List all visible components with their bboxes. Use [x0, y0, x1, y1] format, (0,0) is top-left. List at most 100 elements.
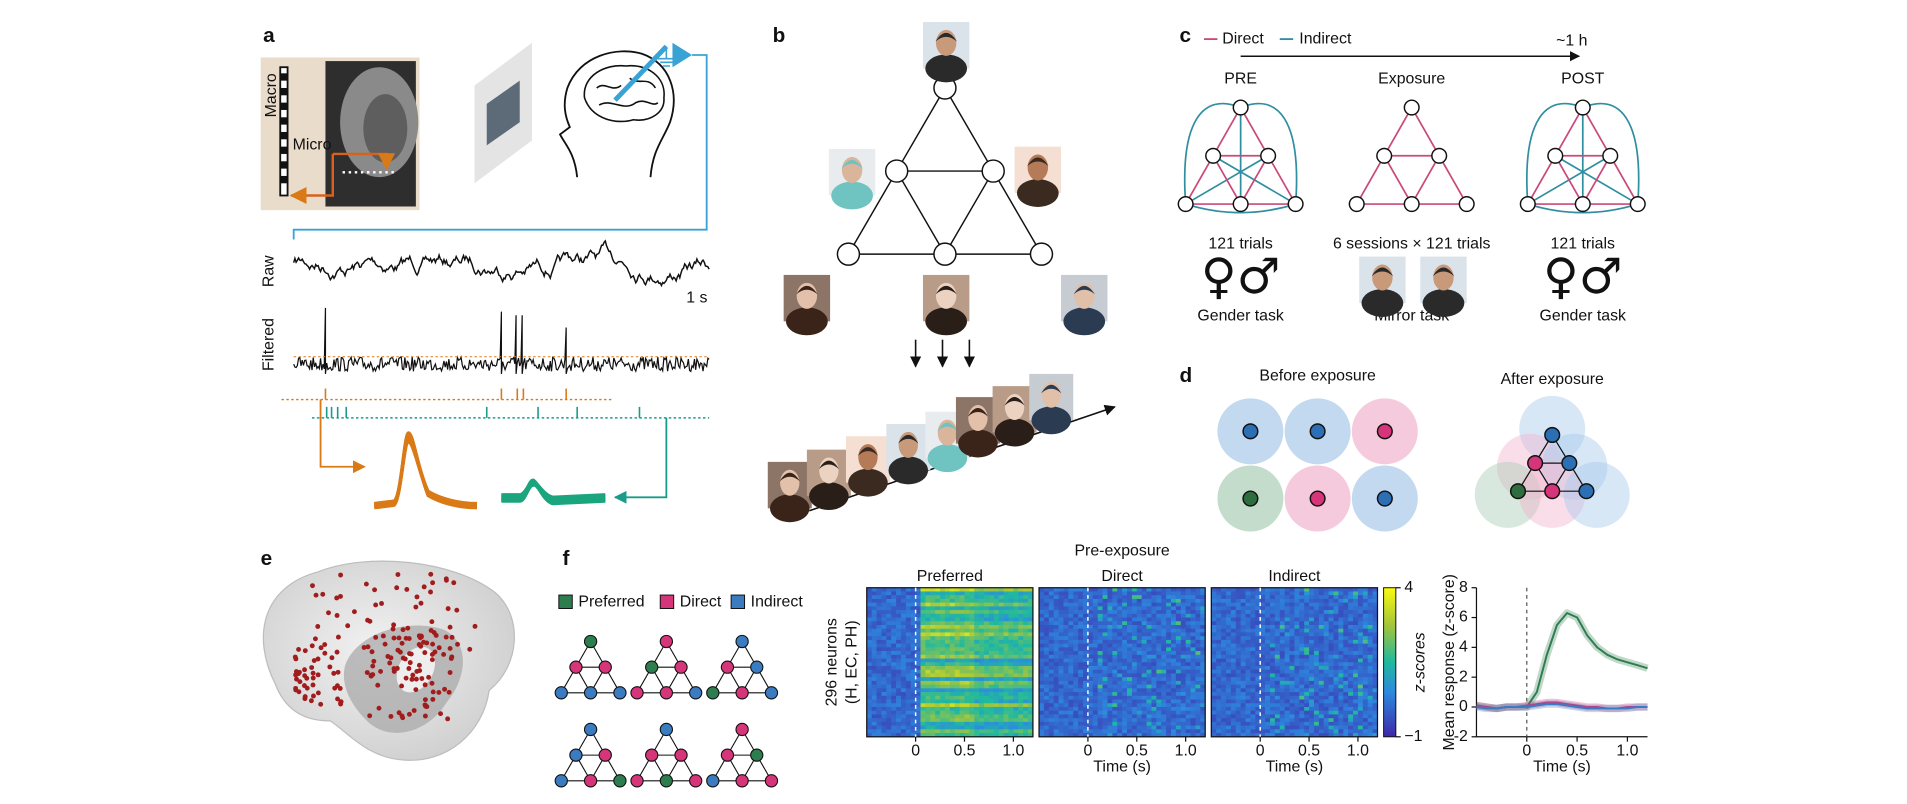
heatmap-cell	[930, 643, 936, 648]
heatmap-cell	[1328, 706, 1334, 712]
heatmap-cell	[1260, 617, 1266, 622]
heatmap-cell	[1372, 606, 1378, 611]
direct-edge	[1554, 107, 1584, 157]
heatmap-cell	[1245, 699, 1251, 704]
heatmap-cell	[1221, 613, 1227, 618]
heatmap-cell	[1328, 621, 1334, 626]
heatmap-cell	[1180, 610, 1187, 615]
heatmap-cell	[1048, 729, 1055, 734]
heatmap-cell	[1304, 733, 1310, 738]
heatmap-cell	[1068, 598, 1074, 603]
heatmap-cell	[1333, 606, 1339, 611]
heatmap-cell	[974, 591, 980, 596]
heatmap-cell	[1333, 591, 1339, 596]
heatmap-cell	[964, 710, 970, 715]
heatmap-cell	[935, 632, 941, 637]
heatmap-cell	[1087, 636, 1094, 641]
heatmap-cell	[1367, 602, 1373, 607]
heatmap-cell	[1092, 658, 1099, 663]
heatmap-cell	[1068, 606, 1074, 611]
heatmap-cell	[1309, 729, 1315, 734]
heatmap-cell	[1221, 639, 1227, 644]
heatmap-cell	[1048, 602, 1055, 607]
network-edge	[896, 87, 946, 172]
heatmap-cell	[1097, 651, 1103, 656]
heatmap-cell	[1156, 639, 1162, 644]
heatmap-cell	[1333, 658, 1339, 663]
heatmap-cell	[949, 636, 956, 641]
heatmap-cell	[1230, 662, 1237, 667]
heatmap-cell	[866, 643, 873, 648]
heatmap-cell	[1048, 647, 1055, 652]
heatmap-cell	[1235, 628, 1242, 633]
face-hair	[1432, 267, 1455, 277]
heatmap-cell	[1063, 721, 1069, 726]
heatmap-cell	[1357, 613, 1364, 618]
heatmap-cell	[1200, 643, 1206, 648]
heatmap-cell	[1367, 632, 1373, 637]
heatmap-cell	[1117, 639, 1123, 644]
network-node	[1260, 147, 1277, 164]
x-tick-label: 1.0	[1616, 743, 1638, 760]
heatmap-cell	[900, 733, 907, 738]
heatmap-cell	[1230, 643, 1237, 648]
heatmap-cell	[1269, 733, 1276, 738]
heatmap-cell	[1185, 725, 1191, 730]
heatmap-cell	[1053, 714, 1059, 719]
heatmap-cell	[891, 587, 897, 592]
heatmap-cell	[940, 595, 946, 600]
heatmap-cell	[1309, 669, 1315, 674]
heatmap-cell	[876, 595, 882, 600]
heatmap-cell	[1127, 598, 1133, 603]
heatmap-cell	[1240, 729, 1246, 734]
heatmap-cell	[1343, 669, 1349, 674]
heatmap-cell	[896, 628, 902, 633]
recording-site	[320, 591, 326, 597]
heatmap-cell	[1122, 647, 1128, 652]
recording-site	[421, 639, 427, 645]
heatmap-cell	[876, 628, 882, 633]
recording-site	[400, 627, 406, 633]
heatmap-cell	[954, 658, 960, 663]
heatmap-cell	[1156, 628, 1162, 633]
heatmap-cell	[1309, 591, 1315, 596]
heatmap-cell	[925, 665, 931, 671]
heatmap-cell	[1367, 673, 1373, 678]
heatmap-cell	[1235, 665, 1242, 671]
heatmap-cell	[1304, 643, 1310, 648]
heatmap-cell	[1211, 624, 1217, 630]
heatmap-cell	[891, 617, 897, 622]
heatmap-cell	[925, 721, 931, 726]
heatmap-cell	[1313, 595, 1320, 600]
heatmap-cell	[954, 703, 960, 708]
heatmap-cell	[1043, 639, 1050, 644]
heatmap-cell	[1190, 624, 1196, 630]
heatmap-cell	[1156, 662, 1162, 667]
heatmap-cell	[915, 692, 921, 697]
heatmap-cell	[1265, 602, 1271, 607]
heatmap-cell	[1146, 632, 1152, 637]
heatmap-cell	[1250, 699, 1256, 704]
heatmap-cell	[886, 695, 892, 700]
heatmap-cell	[1087, 606, 1094, 611]
heatmap-cell	[1058, 710, 1064, 715]
heatmap-cell	[1175, 662, 1182, 667]
heatmap-cell	[1092, 651, 1099, 656]
heatmap-cell	[1151, 710, 1157, 715]
network-node	[1376, 490, 1393, 507]
heatmap-cell	[896, 733, 902, 738]
heatmap-cell	[1136, 710, 1143, 715]
heatmap-cell	[1240, 733, 1246, 738]
heatmap-cell	[935, 658, 941, 663]
heatmap-cell	[1078, 591, 1084, 596]
heatmap-cell	[891, 654, 897, 659]
heatmap-cell	[1083, 632, 1089, 637]
heatmap-cell	[1087, 684, 1094, 689]
heatmap-cell	[1328, 617, 1334, 622]
heatmap-cell	[944, 628, 951, 633]
heatmap-cell	[1170, 602, 1177, 607]
heatmap-cell	[1151, 621, 1157, 626]
heatmap-cell	[1063, 658, 1069, 663]
network-node	[706, 686, 720, 700]
heatmap-cell	[1348, 658, 1354, 663]
